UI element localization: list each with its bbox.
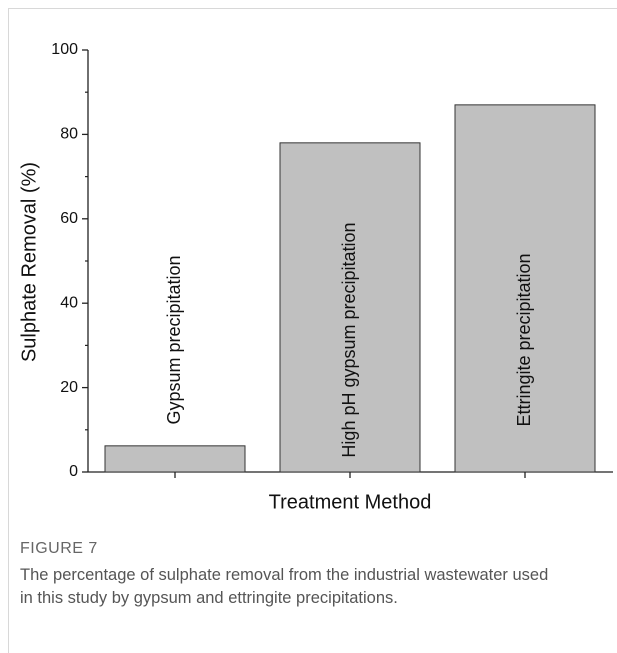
category-label: Ettringite precipitation — [514, 253, 534, 426]
figure-label: FIGURE 7 — [20, 540, 98, 557]
frame — [8, 8, 617, 653]
bar — [279, 142, 421, 473]
y-axis-label: Sulphate Removal (%) — [18, 162, 40, 362]
y-tick-label: 20 — [60, 379, 78, 396]
y-tick-label: 100 — [51, 41, 78, 58]
y-tick-label: 80 — [60, 126, 78, 143]
figure-caption: The percentage of sulphate removal from … — [20, 566, 549, 607]
category-label: High pH gypsum precipitation — [339, 222, 359, 457]
y-tick-label: 60 — [60, 210, 78, 227]
chart: Sulphate Removal (%) Treatment Method 0 2… — [18, 41, 613, 513]
bar — [104, 445, 246, 473]
x-axis-label: Treatment Method — [269, 491, 432, 513]
y-tick-label: 40 — [60, 294, 78, 311]
category-label: Gypsum precipitation — [164, 255, 184, 424]
y-tick-label: 0 — [69, 463, 78, 480]
bar — [454, 104, 596, 473]
